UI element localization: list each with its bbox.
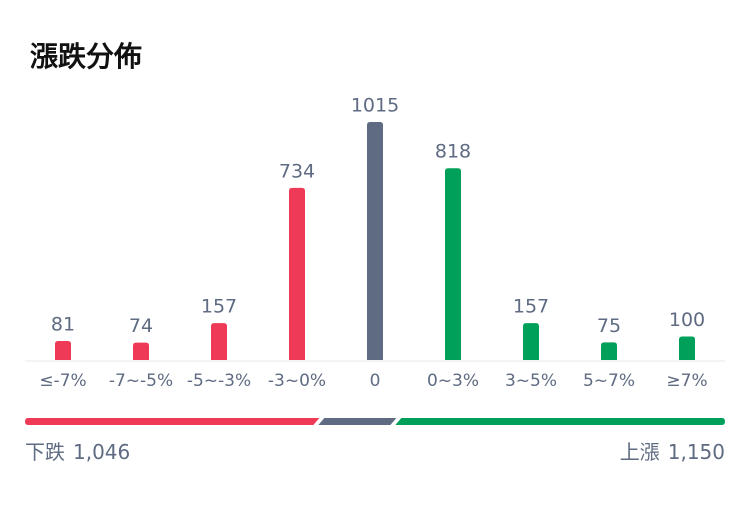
x-tick-label: -7~-5% [109,371,173,391]
bar [211,323,227,360]
up-value: 1,150 [668,440,725,464]
bar [445,168,461,360]
x-tick-label: ≤-7% [39,371,86,391]
down-label: 下跌 [25,440,65,464]
down-ratio-bar [25,418,320,425]
x-tick-label: 0~3% [427,371,479,391]
value-label: 75 [597,315,621,337]
up-label: 上漲 [620,440,660,464]
value-label: 100 [669,309,705,331]
bar [133,342,149,360]
value-label: 1015 [351,95,399,117]
chart-title: 漲跌分佈 [30,40,142,73]
value-label: 81 [51,314,75,336]
x-tick-label: -3~0% [268,371,326,391]
value-label: 157 [201,296,237,318]
bar [55,341,71,360]
down-summary: 下跌 1,046 [25,440,130,464]
bar [523,323,539,360]
flat-ratio-bar [318,418,397,425]
x-tick-label: 0 [370,371,381,391]
x-tick-label: -5~-3% [187,371,251,391]
x-tick-label: ≥7% [666,371,707,391]
value-label: 74 [129,315,153,337]
x-tick-label: 5~7% [583,371,635,391]
bar [367,122,383,360]
bar [679,336,695,360]
down-value: 1,046 [73,440,130,464]
value-label: 734 [279,160,315,182]
value-label: 818 [435,141,471,163]
bar [601,342,617,360]
bar [289,187,305,360]
up-ratio-bar [395,418,725,425]
up-summary: 上漲 1,150 [620,440,725,464]
x-tick-label: 3~5% [505,371,557,391]
value-label: 157 [513,296,549,318]
